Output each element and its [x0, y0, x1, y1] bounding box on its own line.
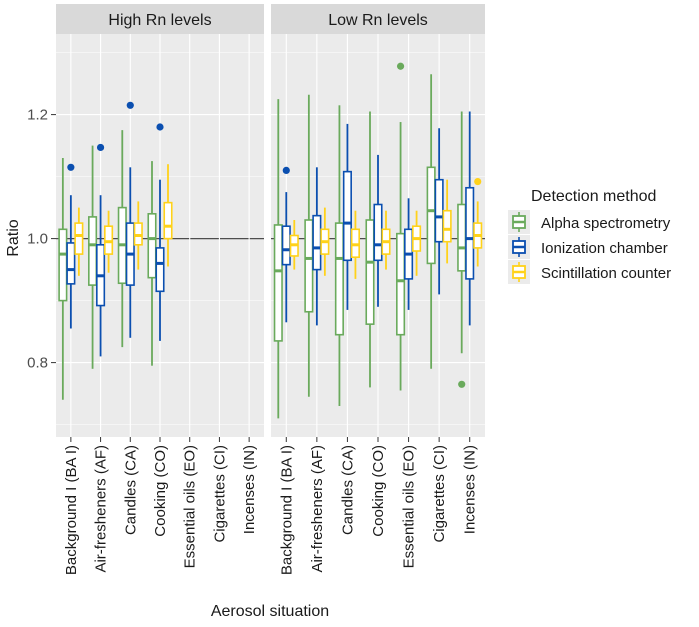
box-0-2-ionization-chamber-outlier-0	[126, 101, 134, 109]
y-axis-title: Ratio	[5, 219, 22, 256]
panel-strip-low	[271, 4, 485, 34]
x-tick-label-1-cigarettes-ci: Cigarettes (CI)	[431, 445, 448, 543]
box-1-2-ionization-chamber-body	[342, 170, 352, 262]
box-0-3-alpha-spectrometry-body	[147, 213, 157, 279]
box-1-6-alpha-spectrometry-outlier-0	[458, 380, 466, 388]
y-tick-label-2: 1.2	[27, 107, 48, 124]
x-tick-label-0-essential-oils-eo: Essential oils (EO)	[182, 445, 199, 568]
box-1-5-scintillation-counter-body	[442, 209, 452, 243]
x-tick-label-0-incenses-in: Incenses (IN)	[241, 445, 258, 534]
box-0-3-ionization-chamber-outlier-0	[156, 123, 164, 131]
box-1-6-alpha-spectrometry-body	[457, 203, 467, 272]
box-1-0-ionization-chamber-body	[281, 225, 291, 266]
box-0-0-ionization-chamber-outlier-0	[67, 163, 75, 171]
box-0-1-alpha-spectrometry-body	[88, 216, 98, 286]
legend-keys	[508, 210, 530, 284]
x-tick-label-0-candles-ca: Candles (CA)	[122, 445, 139, 535]
box-1-0-ionization-chamber-outlier-0	[282, 166, 290, 174]
box-layer	[58, 62, 483, 419]
panel-title-low: Low Rn levels	[328, 12, 428, 29]
box-1-5-ionization-chamber-body	[434, 178, 444, 243]
legend-title: Detection method	[531, 188, 656, 205]
box-1-2-scintillation-counter-body	[350, 228, 360, 259]
x-axis-title: Aerosol situation	[211, 603, 329, 620]
box-1-4-alpha-spectrometry-body	[396, 232, 406, 336]
panel-title-high: High Rn levels	[108, 12, 211, 29]
box-1-0-alpha-spectrometry-body	[273, 224, 283, 342]
box-0-3-scintillation-counter-body	[163, 201, 173, 240]
panel-strip-high	[56, 4, 264, 34]
x-tick-label-1-incenses-in: Incenses (IN)	[462, 445, 479, 534]
box-0-1-ionization-chamber-outlier-0	[96, 143, 105, 152]
legend-label-alpha: Alpha spectrometry	[541, 215, 671, 232]
x-tick-label-1-air-fresheners-af: Air-fresheners (AF)	[309, 445, 326, 573]
x-tick-label-0-air-fresheners-af: Air-fresheners (AF)	[93, 445, 110, 573]
legend-label-scintillation: Scintillation counter	[541, 265, 671, 282]
x-tick-label-0-cigarettes-ci: Cigarettes (CI)	[211, 445, 228, 543]
x-tick-label-1-background-i-ba-i: Background I (BA I)	[278, 445, 295, 575]
box-0-2-scintillation-counter-body	[133, 222, 143, 246]
box-1-4-alpha-spectrometry-outlier-0	[396, 62, 405, 70]
x-tick-label-1-candles-ca: Candles (CA)	[339, 445, 356, 535]
box-1-2-alpha-spectrometry-body	[334, 222, 344, 336]
x-tick-label-0-cooking-co: Cooking (CO)	[152, 445, 169, 537]
y-tick-label-1: 1.0	[27, 231, 48, 248]
box-0-0-alpha-spectrometry-body	[58, 228, 68, 302]
axis-layer: 0.8 1.0 1.2 Background I (BA I) Air-freshene…	[27, 107, 479, 575]
y-tick-label-0: 0.8	[27, 355, 48, 372]
box-0-0-scintillation-counter-body	[74, 222, 84, 255]
box-1-6-scintillation-counter-outlier-0	[474, 177, 482, 186]
box-1-1-alpha-spectrometry-body	[304, 219, 314, 313]
legend-label-ionization: Ionization chamber	[541, 240, 668, 257]
box-1-3-ionization-chamber-body	[373, 203, 383, 262]
grid-layer	[56, 34, 485, 437]
box-0-0-ionization-chamber-body	[66, 242, 76, 285]
box-0-1-scintillation-counter-body	[104, 225, 114, 255]
x-tick-label-0-background-i-ba-i: Background I (BA I)	[63, 445, 80, 575]
box-1-1-ionization-chamber-body	[312, 214, 322, 271]
x-tick-label-1-essential-oils-eo: Essential oils (EO)	[401, 445, 418, 568]
box-1-5-alpha-spectrometry-body	[426, 166, 436, 265]
legend: Detection method Alpha spectrometry Ioni…	[508, 188, 671, 284]
x-tick-label-1-cooking-co: Cooking (CO)	[370, 445, 387, 537]
box-0-3-ionization-chamber-body	[155, 247, 165, 293]
box-1-3-alpha-spectrometry-body	[365, 219, 375, 325]
box-1-6-ionization-chamber-body	[465, 186, 475, 280]
